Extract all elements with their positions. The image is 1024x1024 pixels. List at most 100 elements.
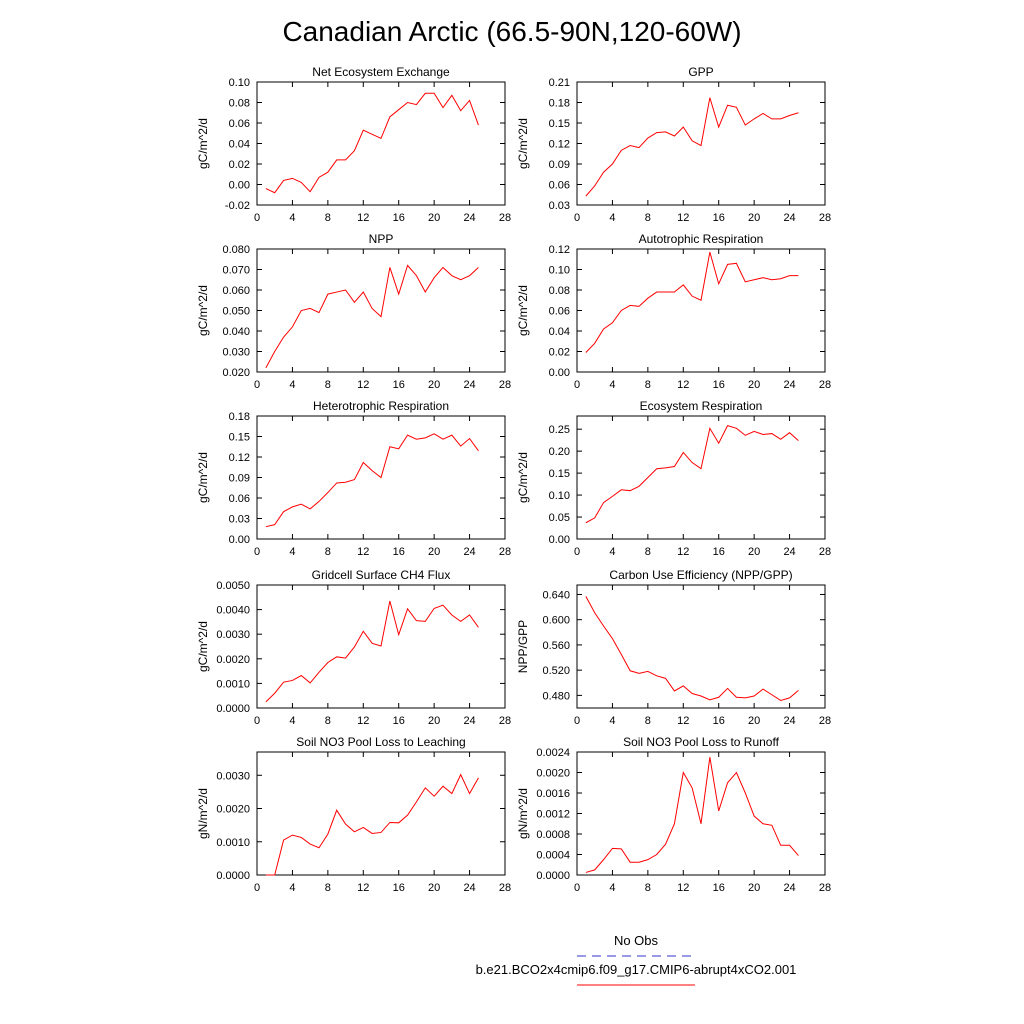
x-tick-label: 24 bbox=[783, 546, 795, 558]
panel-title: Ecosystem Respiration bbox=[640, 399, 763, 413]
y-tick-label: 0.10 bbox=[549, 490, 570, 502]
x-tick-label: 0 bbox=[574, 546, 580, 558]
y-tick-label: 0.0000 bbox=[536, 870, 570, 882]
plot-frame bbox=[576, 584, 826, 709]
panel-title: Heterotrophic Respiration bbox=[313, 399, 449, 413]
x-tick-label: 8 bbox=[325, 546, 331, 558]
x-tick-label: 20 bbox=[748, 715, 760, 727]
y-tick-label: 0.0020 bbox=[536, 768, 570, 780]
x-tick-label: 24 bbox=[783, 715, 795, 727]
y-tick-label: 0.15 bbox=[549, 468, 570, 480]
panel-1: Net Ecosystem Exchange gC/m^2/d -0.02 0.00 0… bbox=[196, 65, 511, 224]
x-tick-label: 4 bbox=[289, 882, 295, 894]
x-tick-label: 16 bbox=[713, 546, 725, 558]
y-tick-label: 0.15 bbox=[229, 432, 250, 444]
x-tick-label: 28 bbox=[819, 212, 831, 224]
x-tick-label: 24 bbox=[463, 212, 475, 224]
series-line bbox=[585, 757, 799, 873]
x-tick-label: 0 bbox=[574, 379, 580, 391]
y-tick-label: 0.25 bbox=[549, 424, 570, 436]
x-tick-label: 28 bbox=[819, 882, 831, 894]
x-tick-label: 28 bbox=[819, 379, 831, 391]
x-tick-label: 12 bbox=[357, 546, 369, 558]
x-tick-label: 0 bbox=[254, 379, 260, 391]
y-tick-label: 0.03 bbox=[549, 200, 570, 212]
y-tick-label: 0.12 bbox=[549, 139, 570, 151]
x-tick-label: 28 bbox=[499, 379, 511, 391]
y-tick-label: 0.00 bbox=[229, 180, 250, 192]
plot-frame bbox=[576, 415, 826, 540]
panel-grid: Net Ecosystem ExchangegC/m^2/d-0.020.000… bbox=[196, 65, 831, 894]
y-tick-label: 0.0030 bbox=[216, 629, 250, 641]
x-tick-label: 12 bbox=[677, 546, 689, 558]
y-tick-label: 0.10 bbox=[229, 77, 250, 89]
x-tick-label: 24 bbox=[783, 379, 795, 391]
series-line bbox=[265, 433, 479, 528]
series-line bbox=[265, 264, 479, 369]
panel-title: Soil NO3 Pool Loss to Leaching bbox=[296, 735, 465, 749]
y-tick-label: 0.520 bbox=[542, 665, 570, 677]
y-tick-label: 0.0016 bbox=[536, 788, 570, 800]
series-line bbox=[585, 596, 799, 701]
x-tick-label: 20 bbox=[748, 546, 760, 558]
x-tick-label: 8 bbox=[645, 715, 651, 727]
y-tick-label: 0.15 bbox=[549, 118, 570, 130]
x-tick-label: 4 bbox=[609, 715, 615, 727]
y-tick-label: 0.020 bbox=[222, 367, 250, 379]
x-tick-label: 16 bbox=[713, 379, 725, 391]
panel-7: Gridcell Surface CH4 Flux gC/m^2/d 0.0000 0… bbox=[196, 568, 511, 727]
y-axis-label: gN/m^2/d bbox=[196, 788, 210, 839]
x-tick-label: 16 bbox=[713, 882, 725, 894]
x-tick-label: 20 bbox=[428, 715, 440, 727]
series-line bbox=[265, 773, 479, 876]
y-tick-label: 0.06 bbox=[549, 180, 570, 192]
y-tick-label: 0.04 bbox=[549, 326, 570, 338]
x-tick-label: 20 bbox=[748, 882, 760, 894]
y-tick-label: 0.040 bbox=[222, 326, 250, 338]
y-tick-label: 0.0040 bbox=[216, 605, 250, 617]
y-axis-label: gC/m^2/d bbox=[516, 118, 530, 169]
y-tick-label: 0.640 bbox=[542, 589, 570, 601]
panel-8: Carbon Use Efficiency (NPP/GPP) NPP/GPP 0.… bbox=[516, 568, 831, 727]
y-tick-label: 0.600 bbox=[542, 615, 570, 627]
x-tick-label: 24 bbox=[463, 546, 475, 558]
panel-4: Autotrophic Respiration gC/m^2/d 0.00 0.02 0… bbox=[516, 232, 831, 391]
x-tick-label: 12 bbox=[357, 882, 369, 894]
y-tick-label: 0.050 bbox=[222, 306, 250, 318]
x-tick-label: 12 bbox=[677, 379, 689, 391]
y-tick-label: 0.080 bbox=[222, 244, 250, 256]
y-axis-label: gN/m^2/d bbox=[516, 788, 530, 839]
y-tick-label: 0.00 bbox=[229, 534, 250, 546]
x-tick-label: 8 bbox=[325, 379, 331, 391]
y-tick-label: 0.00 bbox=[549, 367, 570, 379]
y-axis-label: NPP/GPP bbox=[516, 620, 530, 673]
y-tick-label: 0.09 bbox=[549, 159, 570, 171]
y-tick-label: 0.0000 bbox=[216, 870, 250, 882]
x-tick-label: 28 bbox=[819, 546, 831, 558]
plot-frame bbox=[576, 248, 826, 373]
y-tick-label: 0.06 bbox=[229, 118, 250, 130]
y-tick-label: 0.030 bbox=[222, 347, 250, 359]
panel-title: Autotrophic Respiration bbox=[639, 232, 764, 246]
x-tick-label: 12 bbox=[677, 882, 689, 894]
y-axis-label: gC/m^2/d bbox=[516, 285, 530, 336]
y-axis-label: gC/m^2/d bbox=[516, 452, 530, 503]
x-tick-label: 16 bbox=[393, 212, 405, 224]
panel-title: GPP bbox=[688, 65, 713, 79]
y-tick-label: 0.0020 bbox=[216, 654, 250, 666]
y-tick-label: 0.20 bbox=[549, 446, 570, 458]
series-line bbox=[265, 92, 479, 194]
y-tick-label: 0.0050 bbox=[216, 580, 250, 592]
y-axis-label: gC/m^2/d bbox=[196, 285, 210, 336]
x-tick-label: 24 bbox=[463, 882, 475, 894]
y-tick-label: 0.0030 bbox=[216, 770, 250, 782]
plot-frame bbox=[256, 81, 506, 206]
x-tick-label: 24 bbox=[463, 715, 475, 727]
x-tick-label: 4 bbox=[609, 379, 615, 391]
x-tick-label: 20 bbox=[428, 212, 440, 224]
x-tick-label: 8 bbox=[645, 546, 651, 558]
y-tick-label: 0.560 bbox=[542, 640, 570, 652]
x-tick-label: 20 bbox=[748, 212, 760, 224]
x-tick-label: 28 bbox=[499, 546, 511, 558]
